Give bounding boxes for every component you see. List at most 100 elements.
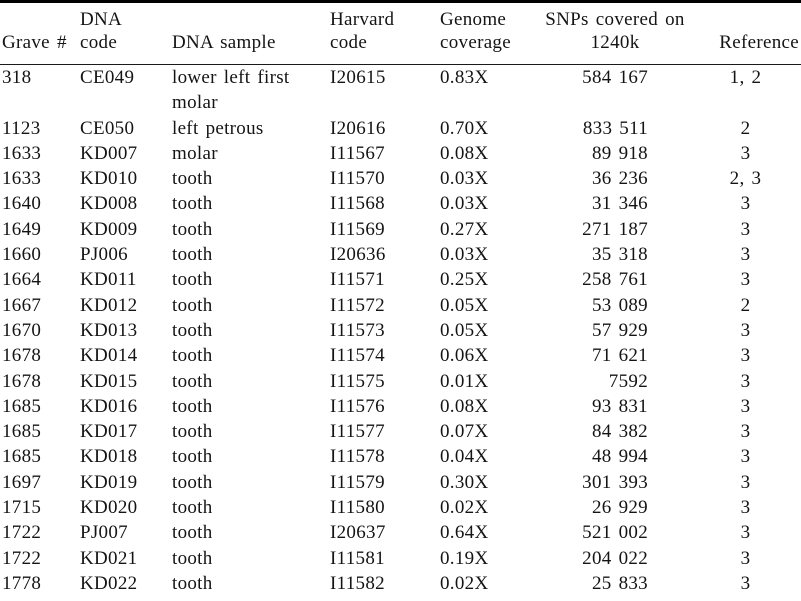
cell-snps-covered: 57 929 <box>591 319 648 341</box>
cell-dna-code: KD015 <box>80 370 138 392</box>
cell-grave-number: 1685 <box>2 421 42 443</box>
cell-dna-code: KD021 <box>80 547 138 569</box>
cell-genome-coverage: 0.30X <box>440 471 489 493</box>
cell-dna-code: PJ007 <box>80 522 128 544</box>
cell-genome-coverage: 0.64X <box>440 522 489 544</box>
cell-dna-sample: tooth <box>172 244 213 266</box>
cell-reference: 2, 3 <box>729 168 762 190</box>
cell-grave-number: 1640 <box>2 193 42 215</box>
cell-grave-number: 318 <box>2 67 32 88</box>
cell-dna-code: KD020 <box>80 497 138 519</box>
cell-genome-coverage: 0.83X <box>440 67 489 88</box>
cell-grave-number: 1667 <box>2 294 42 316</box>
cell-harvard-code: I11571 <box>330 269 385 291</box>
cell-grave-number: 1778 <box>2 572 42 594</box>
cell-harvard-code: I11575 <box>330 370 385 392</box>
cell-genome-coverage: 0.05X <box>440 294 489 316</box>
cell-reference: 3 <box>740 522 751 544</box>
cell-snps-covered: 25 833 <box>591 572 648 594</box>
cell-dna-code: KD016 <box>80 395 138 417</box>
cell-snps-covered: 71 621 <box>591 345 648 367</box>
cell-dna-sample: tooth <box>172 319 213 341</box>
table-row: 1633 KD007 molar I11567 0.08X 89 918 3 <box>0 141 801 166</box>
cell-harvard-code: I20616 <box>330 117 386 139</box>
cell-genome-coverage: 0.02X <box>440 497 489 519</box>
cell-harvard-code: I11577 <box>330 421 385 443</box>
table-body: 318 CE049 lower left first molar I20615 … <box>0 65 801 601</box>
cell-reference: 3 <box>740 218 751 240</box>
cell-snps-covered: 7592 <box>608 370 648 392</box>
table-row: 1697 KD019 tooth I11579 0.30X 301 393 3 <box>0 470 801 495</box>
cell-genome-coverage: 0.06X <box>440 345 489 367</box>
cell-genome-coverage: 0.27X <box>440 218 489 240</box>
cell-reference: 3 <box>740 370 751 392</box>
cell-harvard-code: I11572 <box>330 294 385 316</box>
table-row: 1678 KD015 tooth I11575 0.01X 7592 3 <box>0 369 801 394</box>
cell-snps-covered: 31 346 <box>591 193 648 215</box>
cell-dna-code: KD019 <box>80 471 138 493</box>
cell-snps-covered: 584 167 <box>582 67 648 88</box>
cell-reference: 3 <box>740 547 751 569</box>
cell-reference: 3 <box>740 421 751 443</box>
cell-harvard-code: I11576 <box>330 395 385 417</box>
column-header-snps-covered: SNPs covered on 1240k <box>530 1 700 65</box>
cell-harvard-code: I11574 <box>330 345 385 367</box>
cell-snps-covered: 93 831 <box>591 395 648 417</box>
cell-dna-sample: tooth <box>172 269 213 291</box>
cell-dna-code: KD013 <box>80 319 138 341</box>
cell-dna-code: KD018 <box>80 446 138 468</box>
cell-dna-code: KD010 <box>80 168 138 190</box>
cell-dna-sample: tooth <box>172 345 213 367</box>
cell-reference: 3 <box>740 345 751 367</box>
table-row: 1722 PJ007 tooth I20637 0.64X 521 002 3 <box>0 520 801 545</box>
cell-harvard-code: I11578 <box>330 446 385 468</box>
cell-harvard-code: I11579 <box>330 471 385 493</box>
cell-dna-sample: tooth <box>172 218 213 240</box>
cell-grave-number: 1715 <box>2 497 42 519</box>
table-row: 1664 KD011 tooth I11571 0.25X 258 761 3 <box>0 267 801 292</box>
cell-snps-covered: 271 187 <box>582 218 648 240</box>
table-row: 1685 KD016 tooth I11576 0.08X 93 831 3 <box>0 394 801 419</box>
cell-genome-coverage: 0.01X <box>440 370 489 392</box>
cell-reference: 3 <box>740 193 751 215</box>
column-header-grave-number: Grave # <box>0 1 78 65</box>
column-header-harvard-code: Harvard code <box>328 1 438 65</box>
table-row: 1667 KD012 tooth I11572 0.05X 53 089 2 <box>0 293 801 318</box>
cell-dna-code: PJ006 <box>80 244 128 266</box>
cell-harvard-code: I11568 <box>330 193 385 215</box>
cell-dna-code: CE049 <box>80 67 135 88</box>
cell-reference: 3 <box>740 395 751 417</box>
cell-reference: 3 <box>740 471 751 493</box>
table-row: 1123 CE050 left petrous I20616 0.70X 833… <box>0 116 801 141</box>
cell-harvard-code: I11580 <box>330 497 385 519</box>
table-row: 1670 KD013 tooth I11573 0.05X 57 929 3 <box>0 318 801 343</box>
table-row: 1685 KD018 tooth I11578 0.04X 48 994 3 <box>0 444 801 469</box>
cell-grave-number: 1670 <box>2 319 42 341</box>
cell-dna-sample: tooth <box>172 572 213 594</box>
cell-dna-code: KD012 <box>80 294 138 316</box>
cell-harvard-code: I11582 <box>330 572 385 594</box>
cell-genome-coverage: 0.05X <box>440 319 489 341</box>
cell-grave-number: 1664 <box>2 269 42 291</box>
cell-reference: 3 <box>740 269 751 291</box>
cell-dna-sample: tooth <box>172 370 213 392</box>
cell-dna-sample: molar <box>172 142 218 164</box>
cell-snps-covered: 521 002 <box>582 522 648 544</box>
cell-snps-covered: 53 089 <box>591 294 648 316</box>
cell-genome-coverage: 0.19X <box>440 547 489 569</box>
column-header-genome-coverage: Genome coverage <box>438 1 530 65</box>
cell-dna-code: KD009 <box>80 218 138 240</box>
table-row: 1778 KD022 tooth I11582 0.02X 25 833 3 <box>0 571 801 601</box>
cell-dna-code: KD017 <box>80 421 138 443</box>
cell-snps-covered: 48 994 <box>591 446 648 468</box>
cell-dna-sample: tooth <box>172 547 213 569</box>
cell-dna-code: KD014 <box>80 345 138 367</box>
cell-harvard-code: I11570 <box>330 168 385 190</box>
cell-grave-number: 1678 <box>2 345 42 367</box>
cell-genome-coverage: 0.70X <box>440 117 489 139</box>
cell-genome-coverage: 0.25X <box>440 269 489 291</box>
cell-reference: 3 <box>740 244 751 266</box>
cell-harvard-code: I20637 <box>330 522 386 544</box>
cell-reference: 2 <box>740 294 751 316</box>
